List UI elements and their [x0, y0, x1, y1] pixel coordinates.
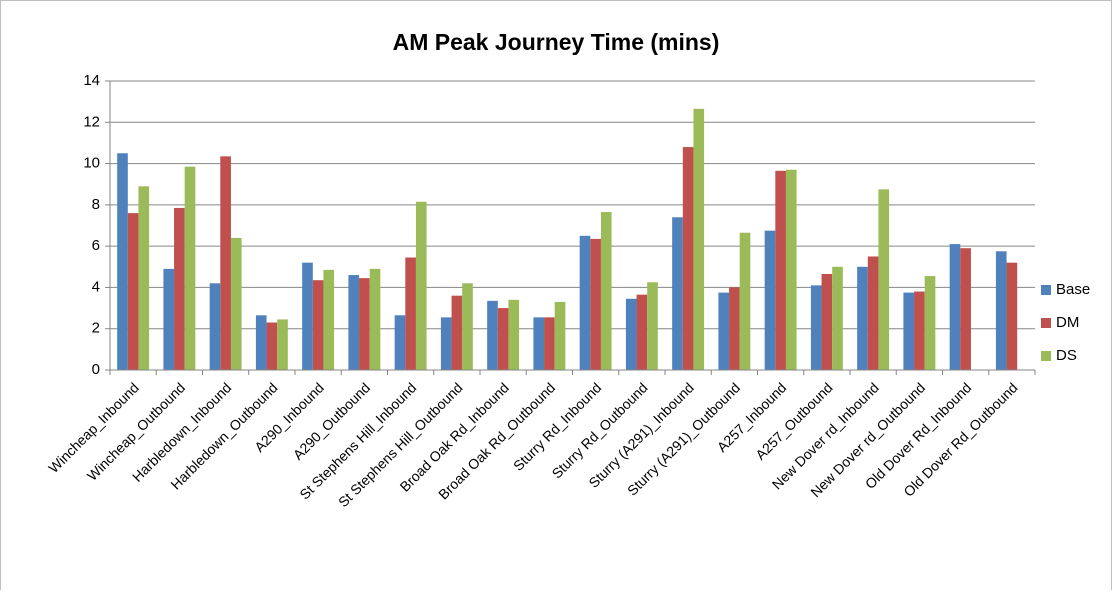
bar — [302, 262, 313, 370]
bar — [554, 301, 566, 370]
legend-swatch — [1041, 285, 1051, 295]
bar — [174, 207, 185, 370]
bar — [867, 256, 879, 370]
bar — [579, 235, 591, 370]
bar — [323, 269, 335, 370]
chart-title: AM Peak Journey Time (mins) — [393, 29, 720, 55]
bar — [785, 169, 797, 370]
bar — [729, 287, 740, 370]
bar — [600, 212, 612, 370]
legend-label: DS — [1056, 347, 1077, 364]
legend-label: DM — [1056, 314, 1079, 331]
bar — [533, 317, 545, 370]
bar — [775, 170, 786, 370]
bar — [544, 317, 555, 370]
bar — [359, 278, 370, 370]
bar — [903, 292, 915, 370]
bar — [462, 283, 473, 370]
y-tick-label: 0 — [92, 361, 100, 378]
y-tick-label: 8 — [92, 196, 100, 213]
bar — [949, 244, 961, 370]
legend-swatch — [1041, 351, 1051, 361]
bar — [590, 238, 601, 370]
bar — [415, 201, 427, 370]
y-tick-label: 14 — [83, 72, 100, 89]
bar — [508, 299, 520, 370]
bar — [220, 156, 231, 370]
bar — [184, 166, 196, 370]
bar — [995, 251, 1007, 370]
bar — [487, 300, 498, 370]
bar — [277, 319, 288, 370]
legend-swatch — [1041, 318, 1051, 328]
y-tick-label: 4 — [92, 278, 100, 295]
bar — [878, 189, 890, 370]
bar — [647, 282, 658, 370]
bar — [718, 292, 730, 370]
bar — [764, 230, 776, 370]
bar — [394, 315, 406, 370]
y-tick-label: 10 — [83, 155, 100, 172]
bar — [117, 153, 128, 370]
bar — [127, 213, 139, 370]
y-tick-label: 6 — [92, 237, 100, 254]
bar — [960, 248, 971, 370]
bar — [230, 237, 242, 370]
bar — [451, 295, 463, 370]
bar — [440, 317, 452, 370]
bar — [497, 308, 509, 370]
bar — [832, 266, 843, 370]
bar — [625, 298, 637, 370]
bar — [163, 268, 175, 370]
bar — [810, 285, 822, 370]
bar — [1006, 262, 1018, 370]
bar — [924, 276, 936, 370]
bar — [369, 268, 381, 370]
bar — [914, 291, 925, 370]
bar — [266, 322, 278, 370]
y-tick-label: 2 — [92, 320, 100, 337]
bar — [821, 274, 833, 370]
bar — [255, 315, 267, 370]
bar — [636, 294, 648, 370]
bar — [672, 217, 683, 370]
bar — [138, 186, 150, 370]
bar — [857, 266, 868, 370]
bar — [682, 147, 694, 370]
bar — [693, 108, 705, 370]
y-tick-label: 12 — [83, 113, 100, 130]
bar — [348, 275, 360, 370]
bar — [312, 280, 324, 370]
bar — [739, 232, 751, 370]
legend-label: Base — [1056, 281, 1090, 298]
bar — [405, 257, 416, 370]
bar — [209, 283, 221, 370]
